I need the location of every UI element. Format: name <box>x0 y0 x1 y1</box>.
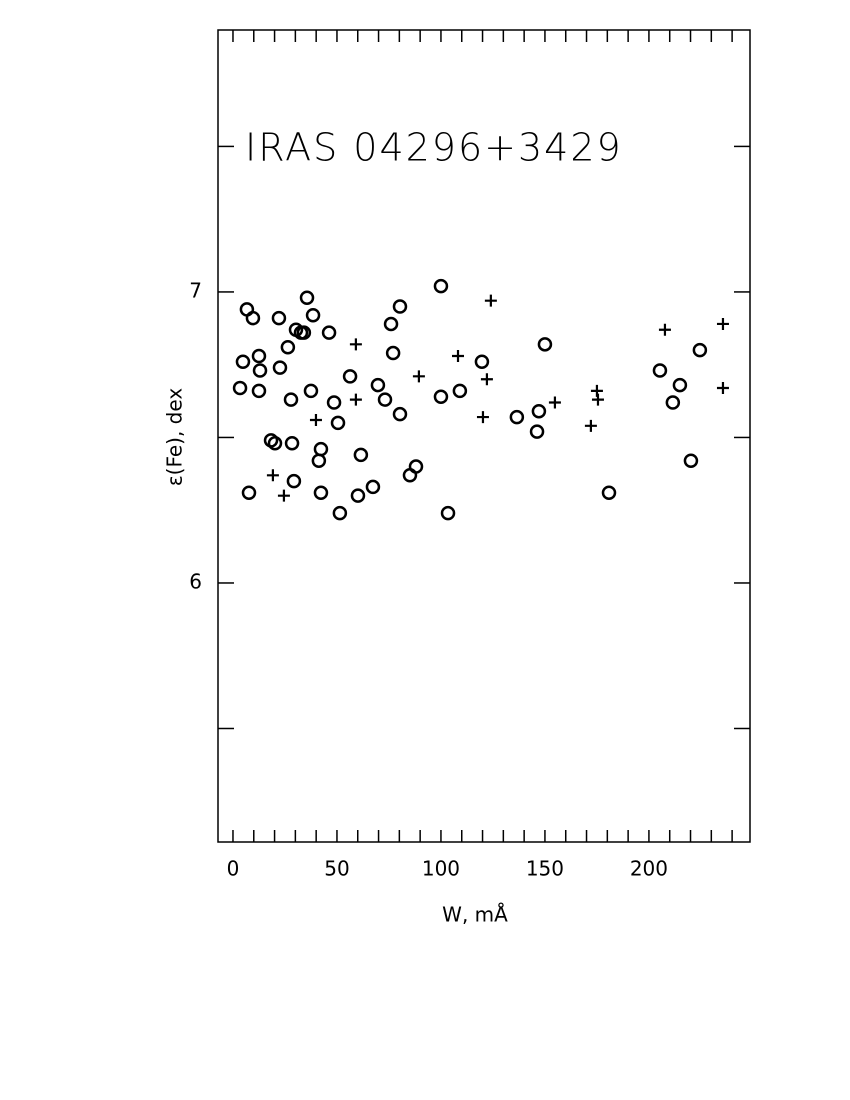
point <box>309 413 322 426</box>
point <box>392 406 408 422</box>
x-tick-label: 200 <box>630 857 668 881</box>
point <box>452 349 465 362</box>
point <box>412 370 425 383</box>
point <box>377 392 393 407</box>
point <box>283 392 299 407</box>
x-tick-label: 50 <box>324 857 349 881</box>
point <box>280 339 296 355</box>
point <box>548 396 561 409</box>
point <box>692 342 708 358</box>
point <box>440 505 456 521</box>
point <box>531 404 547 419</box>
point <box>383 316 399 332</box>
point <box>476 411 489 424</box>
point <box>385 345 401 361</box>
point <box>311 453 327 468</box>
point <box>353 447 369 463</box>
point <box>305 307 321 323</box>
plot-frame <box>217 29 751 843</box>
point <box>716 317 729 330</box>
point <box>286 473 302 489</box>
point <box>652 363 668 378</box>
point <box>584 419 597 432</box>
point <box>235 354 251 370</box>
point <box>284 436 300 451</box>
y-tick-label: 7 <box>189 278 202 302</box>
point <box>474 354 490 370</box>
point <box>330 415 346 431</box>
point <box>266 469 279 482</box>
chart-annotation: IRAS 04296+3429 <box>245 126 623 170</box>
point <box>452 383 468 399</box>
point <box>342 369 358 384</box>
point <box>683 453 699 468</box>
point <box>672 377 688 393</box>
point <box>245 310 261 326</box>
point <box>601 485 617 501</box>
point <box>251 348 267 364</box>
x-tick-label: 100 <box>422 857 460 881</box>
point <box>321 325 337 340</box>
point <box>716 381 729 394</box>
point <box>299 290 315 306</box>
x-axis-label: W, mÅ <box>442 903 508 927</box>
point <box>296 325 312 340</box>
point <box>365 479 381 495</box>
point <box>665 395 681 410</box>
x-tick-label: 0 <box>227 857 240 881</box>
point <box>303 383 319 399</box>
point <box>267 436 283 451</box>
point <box>272 360 288 375</box>
point <box>433 389 449 404</box>
point <box>480 373 493 386</box>
point <box>252 363 268 378</box>
point <box>591 393 604 406</box>
point <box>277 489 290 502</box>
point <box>433 278 449 294</box>
y-axis-label: ε(Fe), dex <box>163 388 187 486</box>
point <box>313 441 329 457</box>
point <box>370 377 386 393</box>
point <box>658 323 671 336</box>
point <box>332 505 348 521</box>
point <box>484 294 497 307</box>
point <box>349 338 362 351</box>
point <box>509 409 525 425</box>
point <box>392 299 408 314</box>
y-tick-label: 6 <box>189 569 202 593</box>
point <box>350 488 366 503</box>
x-tick-label: 150 <box>526 857 564 881</box>
point <box>313 485 329 501</box>
point <box>326 395 342 410</box>
point <box>241 485 257 501</box>
point <box>232 380 248 396</box>
point <box>537 337 553 352</box>
point <box>408 459 424 474</box>
point <box>349 393 362 406</box>
point <box>529 424 545 439</box>
point <box>251 383 267 399</box>
point <box>271 310 287 326</box>
